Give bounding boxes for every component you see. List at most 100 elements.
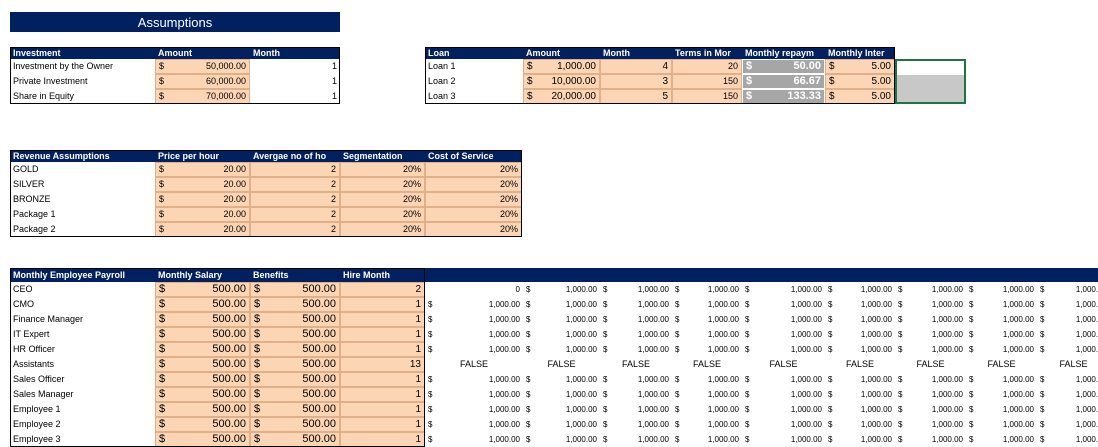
cell-value: 1,000.00 [790, 374, 822, 384]
currency: $ [603, 389, 608, 399]
cell-text: Employee 1 [13, 404, 61, 414]
monthly-cost: $1,000.00 [825, 312, 895, 327]
cell-value: 1 [415, 403, 421, 415]
cell: $50,000.00 [155, 59, 250, 74]
cell: $60,000.00 [155, 74, 250, 89]
employee-name: Employee 2 [10, 417, 155, 432]
cell-value: 1,000.00 [1002, 419, 1034, 429]
currency: $ [603, 284, 608, 294]
monthly-cost: $1,000.00 [672, 297, 742, 312]
cell-value: 1,000.00 [860, 389, 892, 399]
currency: $ [828, 344, 833, 354]
currency: $ [159, 358, 166, 370]
cell-text: CEO [13, 284, 33, 294]
cell-value: 70,000.00 [205, 91, 246, 101]
salary: $500.00 [155, 387, 250, 402]
cell-value: 1,000.00 [790, 299, 822, 309]
benefits: $500.00 [250, 282, 340, 297]
cell-text: FALSE [916, 359, 945, 369]
cell-value: 1,000.00 [565, 404, 597, 414]
cell-value: 1,000.00 [637, 404, 669, 414]
cell-value: 20% [499, 194, 518, 204]
column-header: Monthly Employee Payroll [10, 268, 155, 282]
cell-text: Monthly Inter [828, 47, 885, 58]
monthly-cost: $1,000.00 [742, 387, 825, 402]
monthly-cost: $1,000.00 [523, 402, 600, 417]
cell-value: 1,000.00 [637, 314, 669, 324]
monthly-cost: $1,000.00 [425, 372, 523, 387]
currency: $ [828, 404, 833, 414]
monthly-cost: $1,000.00 [600, 417, 672, 432]
currency: $ [254, 343, 261, 355]
monthly-cost: $1,000.00 [966, 282, 1037, 297]
cell-value: 500.00 [212, 433, 246, 445]
monthly-cost: FALSE [523, 357, 600, 372]
cell-text: Month [603, 47, 630, 58]
cell-value: 2 [330, 224, 336, 234]
benefits: $500.00 [250, 402, 340, 417]
currency: $ [828, 419, 833, 429]
cell: 20 [672, 59, 742, 74]
currency: $ [675, 389, 680, 399]
currency: $ [254, 283, 261, 295]
cell-value: 1,000.00 [637, 419, 669, 429]
cell-value: 1,000.00 [1075, 299, 1098, 309]
currency: $ [829, 75, 835, 87]
cell-value: 2 [330, 209, 336, 219]
cell-value: 1,000.00 [637, 284, 669, 294]
monthly-cost: $1,000.00 [895, 432, 966, 447]
currency: $ [745, 434, 750, 444]
currency: $ [428, 329, 433, 339]
cell-text: Package 1 [13, 209, 56, 219]
cell-value: 1,000.00 [1075, 419, 1098, 429]
currency: $ [159, 403, 166, 415]
currency: $ [746, 60, 753, 72]
currency: $ [159, 343, 166, 355]
cell: $1,000.00 [523, 59, 600, 74]
currency: $ [428, 434, 433, 444]
cell: 3 [600, 74, 672, 89]
monthly-cost: $1,000.00 [600, 327, 672, 342]
currency: $ [428, 299, 433, 309]
currency: $ [526, 329, 531, 339]
currency: $ [898, 419, 903, 429]
cell-text: CMO [13, 299, 34, 309]
selected-cell[interactable] [895, 59, 966, 104]
currency: $ [969, 374, 974, 384]
currency: $ [675, 374, 680, 384]
monthly-cost: $1,000.00 [895, 372, 966, 387]
benefits: $500.00 [250, 342, 340, 357]
currency: $ [159, 61, 165, 71]
employee-name: Sales Officer [10, 372, 155, 387]
currency: $ [969, 404, 974, 414]
monthly-cost: $1,000.00 [1037, 297, 1098, 312]
cell-text: Segmentation [343, 150, 403, 161]
currency: $ [745, 404, 750, 414]
currency: $ [969, 314, 974, 324]
benefits: $500.00 [250, 357, 340, 372]
monthly-cost: FALSE [672, 357, 742, 372]
currency: $ [898, 434, 903, 444]
currency: $ [159, 418, 166, 430]
currency: $ [526, 314, 531, 324]
monthly-cost: $1,000.00 [425, 417, 523, 432]
currency: $ [1040, 314, 1045, 324]
cell: $66.67 [742, 74, 825, 89]
cell-value: 1,000.00 [860, 404, 892, 414]
cell-value: 20% [402, 164, 421, 174]
currency: $ [898, 299, 903, 309]
currency: $ [746, 90, 753, 102]
currency: $ [159, 194, 165, 204]
cell-value: 66.67 [793, 75, 821, 87]
cell-value: 1,000.00 [1075, 344, 1098, 354]
cell-value: 500.00 [302, 418, 336, 430]
cell-value: 2 [415, 283, 421, 295]
benefits: $500.00 [250, 372, 340, 387]
employee-name: CMO [10, 297, 155, 312]
cell: 20% [425, 207, 522, 222]
monthly-cost: $1,000.00 [672, 387, 742, 402]
cell-value: 150 [722, 76, 738, 86]
cell-value: 1,000.00 [860, 374, 892, 384]
cell-value: 500.00 [212, 373, 246, 385]
monthly-cost: $1,000.00 [425, 327, 523, 342]
